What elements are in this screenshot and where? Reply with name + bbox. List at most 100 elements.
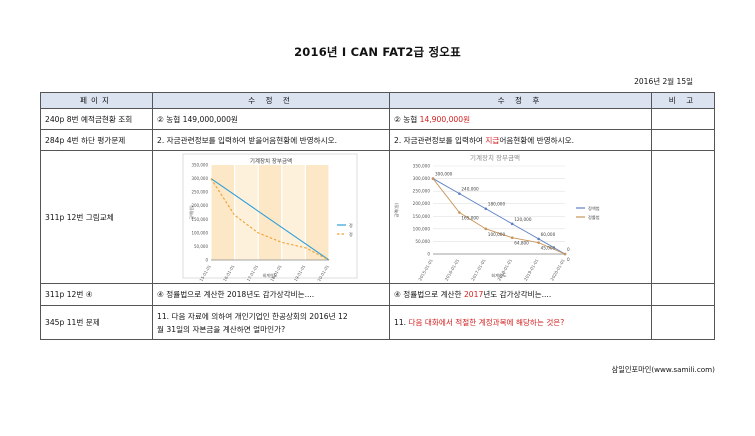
cell-note <box>651 283 715 306</box>
y-tick-label: 150,000 <box>191 217 208 222</box>
series-line-1 <box>432 178 566 255</box>
header-before: 수 정 전 <box>152 92 390 109</box>
y-tick-label: 0 <box>427 252 430 257</box>
x-axis-label: 회계연도 <box>491 272 507 279</box>
x-tick-label: 2016-01-01 <box>444 258 461 281</box>
legend-label: 정률법 <box>588 214 600 220</box>
cell-after: ④ 정률법으로 계산한 2017년도 감가상각비는.... <box>389 283 652 306</box>
y-tick-label: 300,000 <box>191 176 208 181</box>
cell-after: 11. 다음 대화에서 적절한 계정과목에 해당하는 것은? <box>389 305 652 340</box>
cell-before: 11. 다음 자료에 의하여 개인기업인 한공상회의 2016년 12 월 31… <box>152 305 390 340</box>
errata-table: 페이지 수 정 전 수 정 후 비 고 240p 8번 예적금현황 조회 ② 농… <box>40 92 715 340</box>
plot-band <box>305 165 329 260</box>
legend-label: 정 <box>349 222 353 228</box>
after-chart: 기계장치 장부금액 0 50,000 100,000 150,000 200,000 250… <box>393 153 600 282</box>
plot-band <box>281 165 306 260</box>
cell-after: ② 농협 14,900,000원 <box>389 108 652 130</box>
cell-page: 284p 4번 하단 평가문제 <box>40 129 153 151</box>
y-axis-label: 금액(원) <box>188 205 194 220</box>
cell-note <box>651 129 715 151</box>
after-correction: 다음 대화에서 적절한 계정과목에 해당하는 것은? <box>408 318 565 327</box>
series-line-1 <box>210 178 330 261</box>
table-row: 284p 4번 하단 평가문제 2. 자금관련정보를 입력하여 받을어음현황에 … <box>40 129 715 151</box>
x-tick-label: 2017-01-01 <box>470 258 487 281</box>
y-tick-label: 50,000 <box>194 244 208 249</box>
after-text: 11. <box>394 318 409 327</box>
x-axis-label: 회계연도 <box>263 272 278 278</box>
data-point <box>484 207 488 211</box>
series-line-2 <box>210 178 330 261</box>
data-label: 64,800 <box>514 241 529 246</box>
data-point <box>458 211 461 214</box>
after-text: 2. 자금관련정보를 입력하여 <box>394 135 486 145</box>
header-note: 비 고 <box>651 92 715 109</box>
cell-page: 311p 12번 ④ <box>40 283 153 306</box>
y-axis-label: 금액(원) <box>393 202 400 217</box>
page-title: 2016년 I CAN FAT2급 정오표 <box>294 45 461 59</box>
y-tick-label: 100,000 <box>191 230 208 235</box>
header-page: 페이지 <box>40 92 153 109</box>
table-row: 240p 8번 예적금현황 조회 ② 농협 149,000,000원 ② 농협 … <box>40 108 715 130</box>
cell-after: 2. 자금관련정보를 입력하여 지급어음현황에 반영하시오. <box>389 129 652 151</box>
y-tick-label: 100,000 <box>413 226 431 231</box>
legend-label: 정 <box>349 231 353 237</box>
y-tick-label: 50,000 <box>415 239 430 244</box>
data-point <box>484 227 488 231</box>
y-tick-label: 250,000 <box>191 190 208 195</box>
data-label: 60,000 <box>541 232 556 237</box>
data-label: 240,000 <box>461 187 479 192</box>
data-point <box>431 177 435 180</box>
plot-band <box>211 165 235 260</box>
legend-label: 정액법 <box>588 205 600 212</box>
y-tick-label: 300,000 <box>413 176 431 181</box>
x-tick-label: 2019-01-01 <box>523 258 540 281</box>
footer-publisher: 삼일인포마인(www.samili.com) <box>611 365 715 374</box>
cell-page: 311p 12번 그림교체 <box>40 150 153 284</box>
data-point <box>458 192 461 195</box>
table-row: 311p 12번 ④ ④ 정률법으로 계산한 2018년도 감가상각비는....… <box>40 283 715 306</box>
after-correction: 지급 <box>485 135 500 145</box>
data-label: 45,000 <box>541 246 556 251</box>
cell-page: 345p 11번 문제 <box>40 305 153 340</box>
cell-after-chart: 기계장치 장부금액 0 50,000 100,000 150,000 200,000 250… <box>389 150 652 284</box>
issue-date: 2016년 2월 15일 <box>634 77 693 86</box>
y-tick-label: 250,000 <box>413 189 431 194</box>
data-label: 165,000 <box>461 216 479 221</box>
data-label: 120,000 <box>514 217 532 222</box>
cell-page: 240p 8번 예적금현황 조회 <box>40 108 153 130</box>
after-text-end: 어음현황에 반영하시오. <box>499 135 575 145</box>
x-tick-label: 2015-01-01 <box>417 258 434 281</box>
after-text: ② 농협 <box>394 114 420 124</box>
data-point <box>510 222 514 226</box>
data-label: 0 <box>567 257 570 262</box>
cell-before: 2. 자금관련정보를 입력하여 받을어음현황에 반영하시오. <box>152 129 390 151</box>
y-tick-label: 0 <box>205 258 208 263</box>
cell-before: ② 농협 149,000,000원 <box>152 108 390 130</box>
data-label: 100,000 <box>488 232 506 237</box>
table-row: 311p 12번 그림교체 기계장치 장부금액 0 50,000 100,000 150… <box>40 150 715 287</box>
chart-title: 기계장치 장부금액 <box>470 153 520 162</box>
plot-band <box>234 165 259 260</box>
cell-before: ④ 정률법으로 계산한 2018년도 감가상각비는.... <box>152 283 390 306</box>
before-chart: 기계장치 장부금액 0 50,000 100,000 150,000 200,000 250… <box>182 153 358 287</box>
data-label: 300,000 <box>435 172 453 177</box>
data-label: 180,000 <box>488 202 506 207</box>
after-correction: 2017 <box>463 290 484 299</box>
data-point <box>537 237 540 241</box>
y-tick-label: 350,000 <box>413 164 431 169</box>
after-text-end: 년도 감가상각비는.... <box>483 290 552 299</box>
cell-note <box>651 150 715 284</box>
y-tick-label: 200,000 <box>191 203 208 208</box>
after-text: ④ 정률법으로 계산한 <box>394 290 464 299</box>
data-point <box>563 252 567 256</box>
table-header-row: 페이지 수 정 전 수 정 후 비 고 <box>40 92 715 109</box>
plot-band <box>258 165 282 260</box>
data-label: 0 <box>567 247 570 252</box>
table-row: 345p 11번 문제 11. 다음 자료에 의하여 개인기업인 한공상회의 2… <box>40 305 715 340</box>
cell-note <box>651 305 715 340</box>
y-tick-label: 350,000 <box>191 163 208 168</box>
cell-note <box>651 108 715 130</box>
cell-before-chart: 기계장치 장부금액 0 50,000 100,000 150,000 200,000 250… <box>152 150 390 287</box>
series-line-2 <box>432 178 566 255</box>
header-after: 수 정 후 <box>389 92 652 109</box>
